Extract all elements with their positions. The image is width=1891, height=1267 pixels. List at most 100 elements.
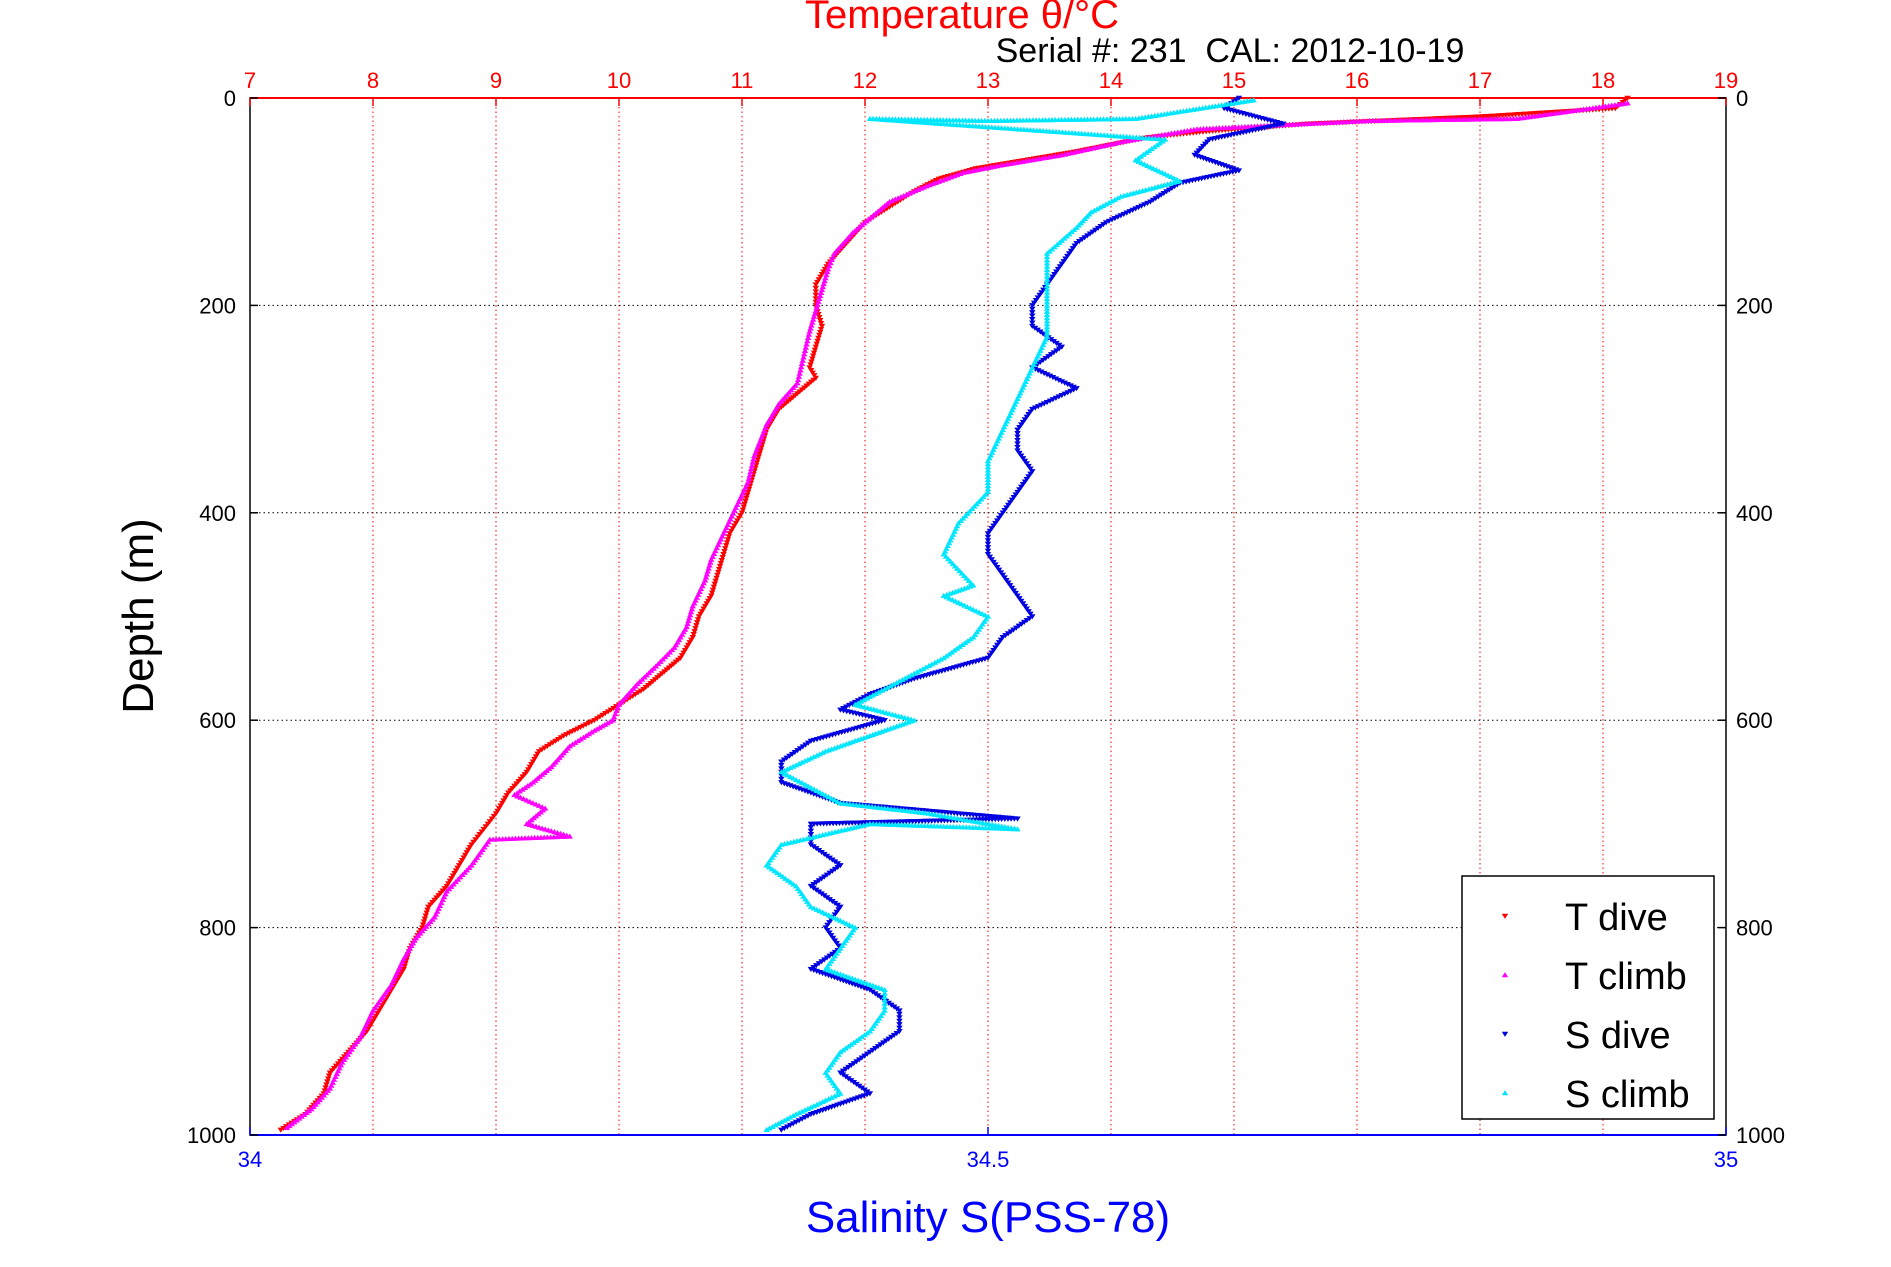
data-point-marker xyxy=(811,373,818,379)
data-point-marker xyxy=(784,1124,791,1130)
data-point-marker xyxy=(1023,414,1030,420)
data-point-marker xyxy=(588,719,595,725)
data-point-marker xyxy=(812,307,819,313)
data-point-marker xyxy=(1155,194,1162,200)
data-point-marker xyxy=(1040,287,1047,293)
data-point-marker xyxy=(757,448,764,454)
data-point-marker xyxy=(822,275,829,281)
data-point-marker xyxy=(371,1016,378,1022)
data-point-marker xyxy=(1014,444,1021,451)
data-point-marker xyxy=(502,795,509,801)
data-point-marker xyxy=(1168,185,1176,192)
data-point-marker xyxy=(421,916,429,922)
data-point-marker xyxy=(686,612,694,618)
data-point-marker xyxy=(896,1022,903,1028)
data-point-marker xyxy=(742,498,749,504)
data-point-marker xyxy=(607,707,614,713)
data-point-marker xyxy=(1019,482,1027,488)
data-point-marker xyxy=(1049,375,1057,381)
data-point-marker xyxy=(984,548,992,554)
data-point-marker xyxy=(896,1008,903,1014)
data-point-marker xyxy=(702,574,710,580)
data-point-marker xyxy=(1064,253,1071,260)
data-point-marker xyxy=(492,811,500,817)
data-point-marker xyxy=(686,640,693,646)
data-point-marker xyxy=(741,501,748,507)
data-point-marker xyxy=(819,284,827,290)
data-point-marker xyxy=(747,469,754,475)
data-point-marker xyxy=(486,819,494,825)
data-point-marker xyxy=(986,528,994,534)
salinity-tick-label: 34 xyxy=(238,1147,262,1172)
data-point-marker xyxy=(1138,203,1145,209)
data-point-marker xyxy=(763,1126,770,1133)
data-point-marker xyxy=(737,513,744,519)
data-point-marker xyxy=(1010,495,1018,501)
data-point-marker xyxy=(789,1121,797,1127)
data-point-marker xyxy=(560,733,567,739)
data-point-marker xyxy=(1010,588,1018,594)
data-point-marker xyxy=(817,274,824,280)
data-point-marker xyxy=(1037,369,1045,375)
data-point-marker xyxy=(816,329,824,335)
data-point-marker xyxy=(366,1023,374,1029)
data-point-marker xyxy=(824,269,831,275)
data-point-marker xyxy=(1027,611,1034,617)
data-point-marker xyxy=(708,556,715,562)
data-point-marker xyxy=(1014,437,1021,444)
salinity-tick-label: 34.5 xyxy=(967,1147,1010,1172)
data-point-marker xyxy=(488,816,496,822)
data-point-marker xyxy=(846,702,853,709)
data-point-marker xyxy=(744,489,752,495)
data-point-marker xyxy=(1001,507,1008,514)
data-point-marker xyxy=(992,645,999,651)
data-point-marker xyxy=(995,515,1003,521)
legend-label: T climb xyxy=(1565,956,1687,998)
data-point-marker xyxy=(1032,297,1040,304)
data-point-marker xyxy=(424,907,431,913)
data-point-marker xyxy=(799,357,806,363)
data-point-marker xyxy=(532,754,540,760)
data-point-marker xyxy=(984,531,992,537)
data-point-marker xyxy=(593,716,601,722)
data-point-marker xyxy=(689,635,696,641)
data-point-marker xyxy=(1037,402,1045,408)
temperature-tick-label: 9 xyxy=(490,68,502,93)
data-point-marker xyxy=(457,860,464,866)
data-point-marker xyxy=(326,1070,334,1076)
data-point-marker xyxy=(445,881,452,887)
data-point-marker xyxy=(482,824,489,830)
data-point-marker xyxy=(807,362,814,368)
data-point-marker xyxy=(795,1118,803,1124)
data-point-marker xyxy=(734,518,741,524)
data-point-marker xyxy=(1123,210,1130,216)
data-point-marker xyxy=(1058,393,1065,399)
depth-tick-label-right: 800 xyxy=(1736,916,1773,941)
data-point-marker xyxy=(690,632,697,638)
data-point-marker xyxy=(717,560,725,567)
data-point-marker xyxy=(1019,419,1027,425)
data-point-marker xyxy=(563,732,570,738)
data-point-marker xyxy=(711,581,718,587)
data-point-marker xyxy=(503,793,510,799)
data-point-marker xyxy=(552,738,559,744)
data-point-marker xyxy=(820,281,827,287)
data-point-marker xyxy=(500,798,507,804)
data-point-marker xyxy=(886,204,893,210)
data-point-marker xyxy=(814,279,821,285)
data-point-marker xyxy=(1034,404,1042,410)
temperature-tick-label: 7 xyxy=(244,68,256,93)
data-point-marker xyxy=(577,725,584,731)
data-point-marker xyxy=(731,523,738,529)
data-point-marker xyxy=(680,650,687,656)
data-point-marker xyxy=(706,562,713,568)
legend-marker xyxy=(1501,913,1509,919)
legend: T dive T climb S dive S climb xyxy=(1461,875,1715,1120)
data-point-marker xyxy=(1055,394,1063,400)
data-point-marker xyxy=(1006,500,1014,506)
data-point-marker xyxy=(1058,379,1065,385)
data-point-marker xyxy=(984,458,992,464)
data-point-marker xyxy=(474,834,481,840)
data-point-marker xyxy=(460,855,467,861)
data-point-marker xyxy=(1014,441,1021,447)
